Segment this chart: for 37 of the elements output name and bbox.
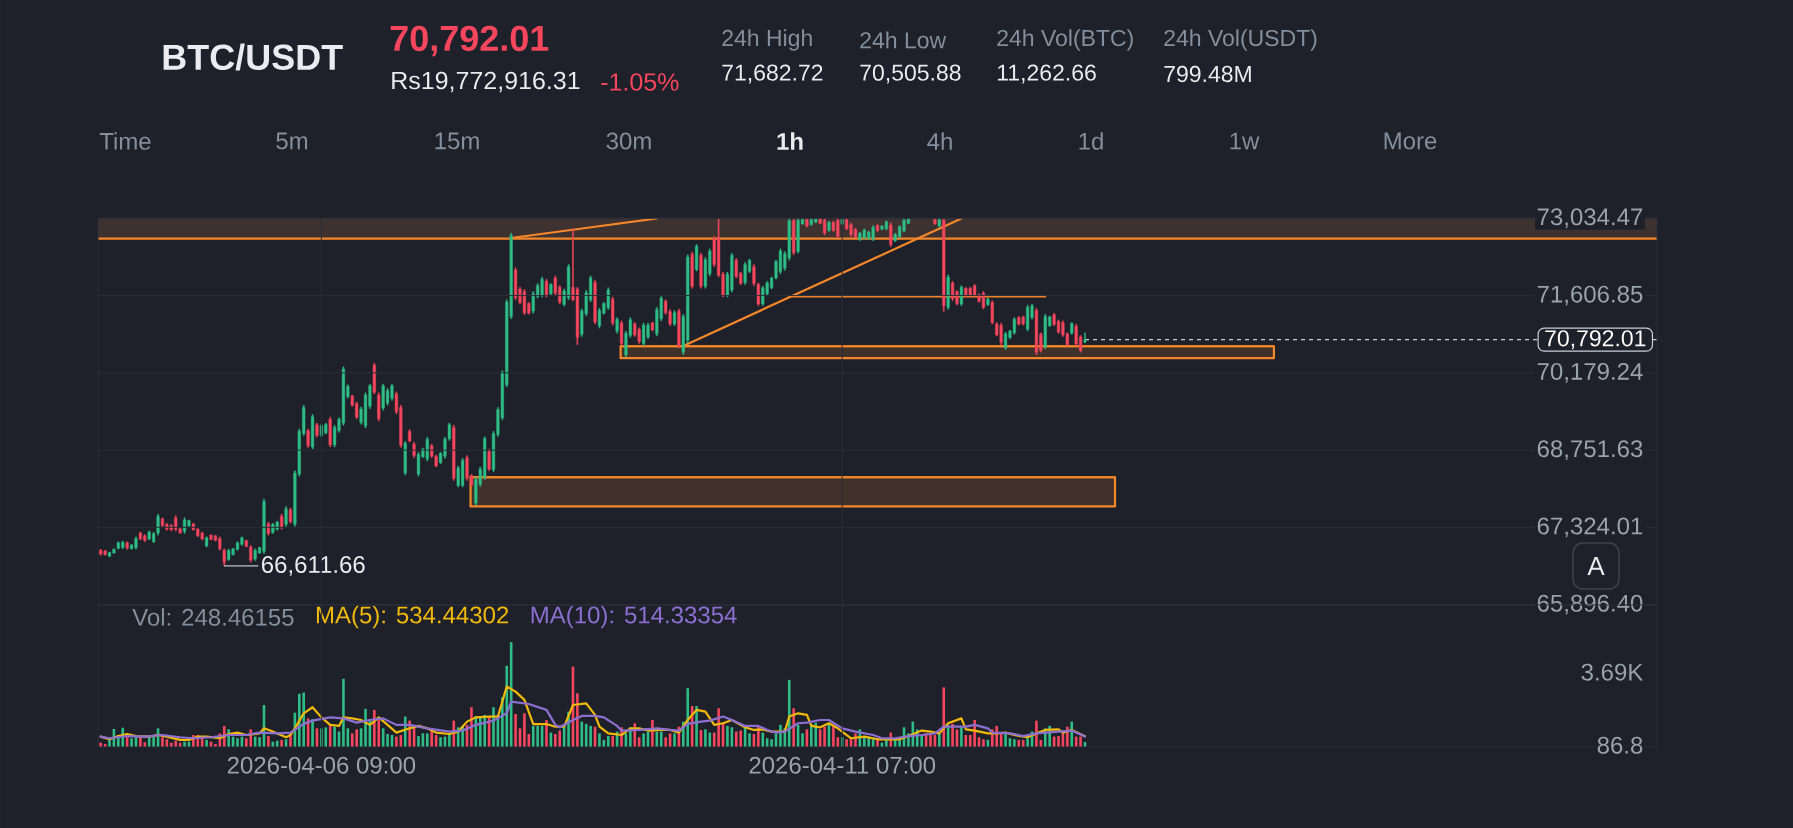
text: 24h Low <box>860 31 947 49</box>
text: 30m <box>606 132 651 150</box>
text: MA(5): 534.44302 <box>316 605 509 629</box>
text: Time <box>99 132 151 150</box>
ref-line-label: 70,792.01 <box>1545 330 1646 350</box>
text: 1d <box>1079 132 1103 150</box>
y-tick-label: 68,751.63 <box>1537 440 1643 461</box>
text: 799.48M <box>1164 65 1251 83</box>
text: 24h Vol(BTC) <box>997 29 1133 51</box>
y-tick-label: 65,896.40 <box>1537 594 1643 615</box>
y-tick-label: 67,324.01 <box>1537 517 1643 538</box>
chart-title: BTC/USDT <box>163 43 343 71</box>
annotation: Vol: 248.46155 <box>132 608 294 626</box>
text: 71,682.72 <box>722 64 823 84</box>
x-tick-label: 2026-04-06 09:00 <box>227 756 416 774</box>
x-tick-label: 2026-04-11 07:00 <box>749 756 936 774</box>
text: 24h Vol(USDT) <box>1164 29 1317 51</box>
y-tick-label: 70,179.24 <box>1537 362 1643 383</box>
text: 4h <box>927 132 952 150</box>
text: -1.05% <box>601 73 679 91</box>
y-tick-label: 86.8 <box>1597 736 1643 754</box>
text: 1h <box>777 132 803 150</box>
text: Rs19,772,916.31 <box>392 71 580 93</box>
y-tick-label: 71,606.85 <box>1537 285 1643 306</box>
text: MA(10): 514.33354 <box>531 605 737 629</box>
text: 24h High <box>722 29 812 51</box>
text: 70,792.01 <box>390 25 549 57</box>
text: 70,505.88 <box>860 64 961 84</box>
text: 1w <box>1230 132 1260 150</box>
text: 11,262.66 <box>997 64 1096 84</box>
annotation: 66,611.66 <box>261 556 365 576</box>
text: 15m <box>435 132 479 150</box>
y-tick-label: 3.69K <box>1581 663 1644 681</box>
text: More <box>1384 132 1437 150</box>
text: 5m <box>276 132 308 150</box>
annotation: A <box>1587 557 1605 575</box>
y-tick-label: 73,034.47 <box>1537 208 1643 229</box>
